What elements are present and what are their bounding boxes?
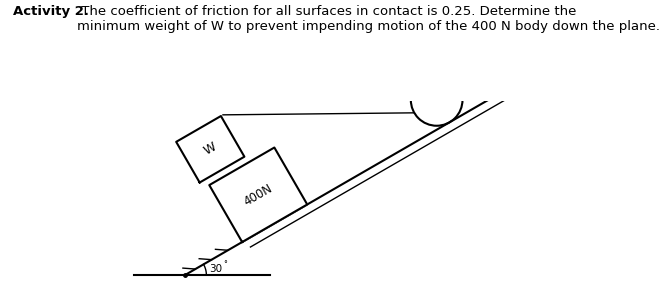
Text: 30: 30 [209,264,222,273]
Text: The coefficient of friction for all surfaces in contact is 0.25. Determine the
m: The coefficient of friction for all surf… [77,5,660,34]
Text: W: W [202,140,219,158]
Text: °: ° [223,260,227,269]
Text: 400N: 400N [242,181,275,208]
Polygon shape [176,116,244,183]
Polygon shape [209,147,307,242]
Text: Activity 2.: Activity 2. [13,5,89,18]
